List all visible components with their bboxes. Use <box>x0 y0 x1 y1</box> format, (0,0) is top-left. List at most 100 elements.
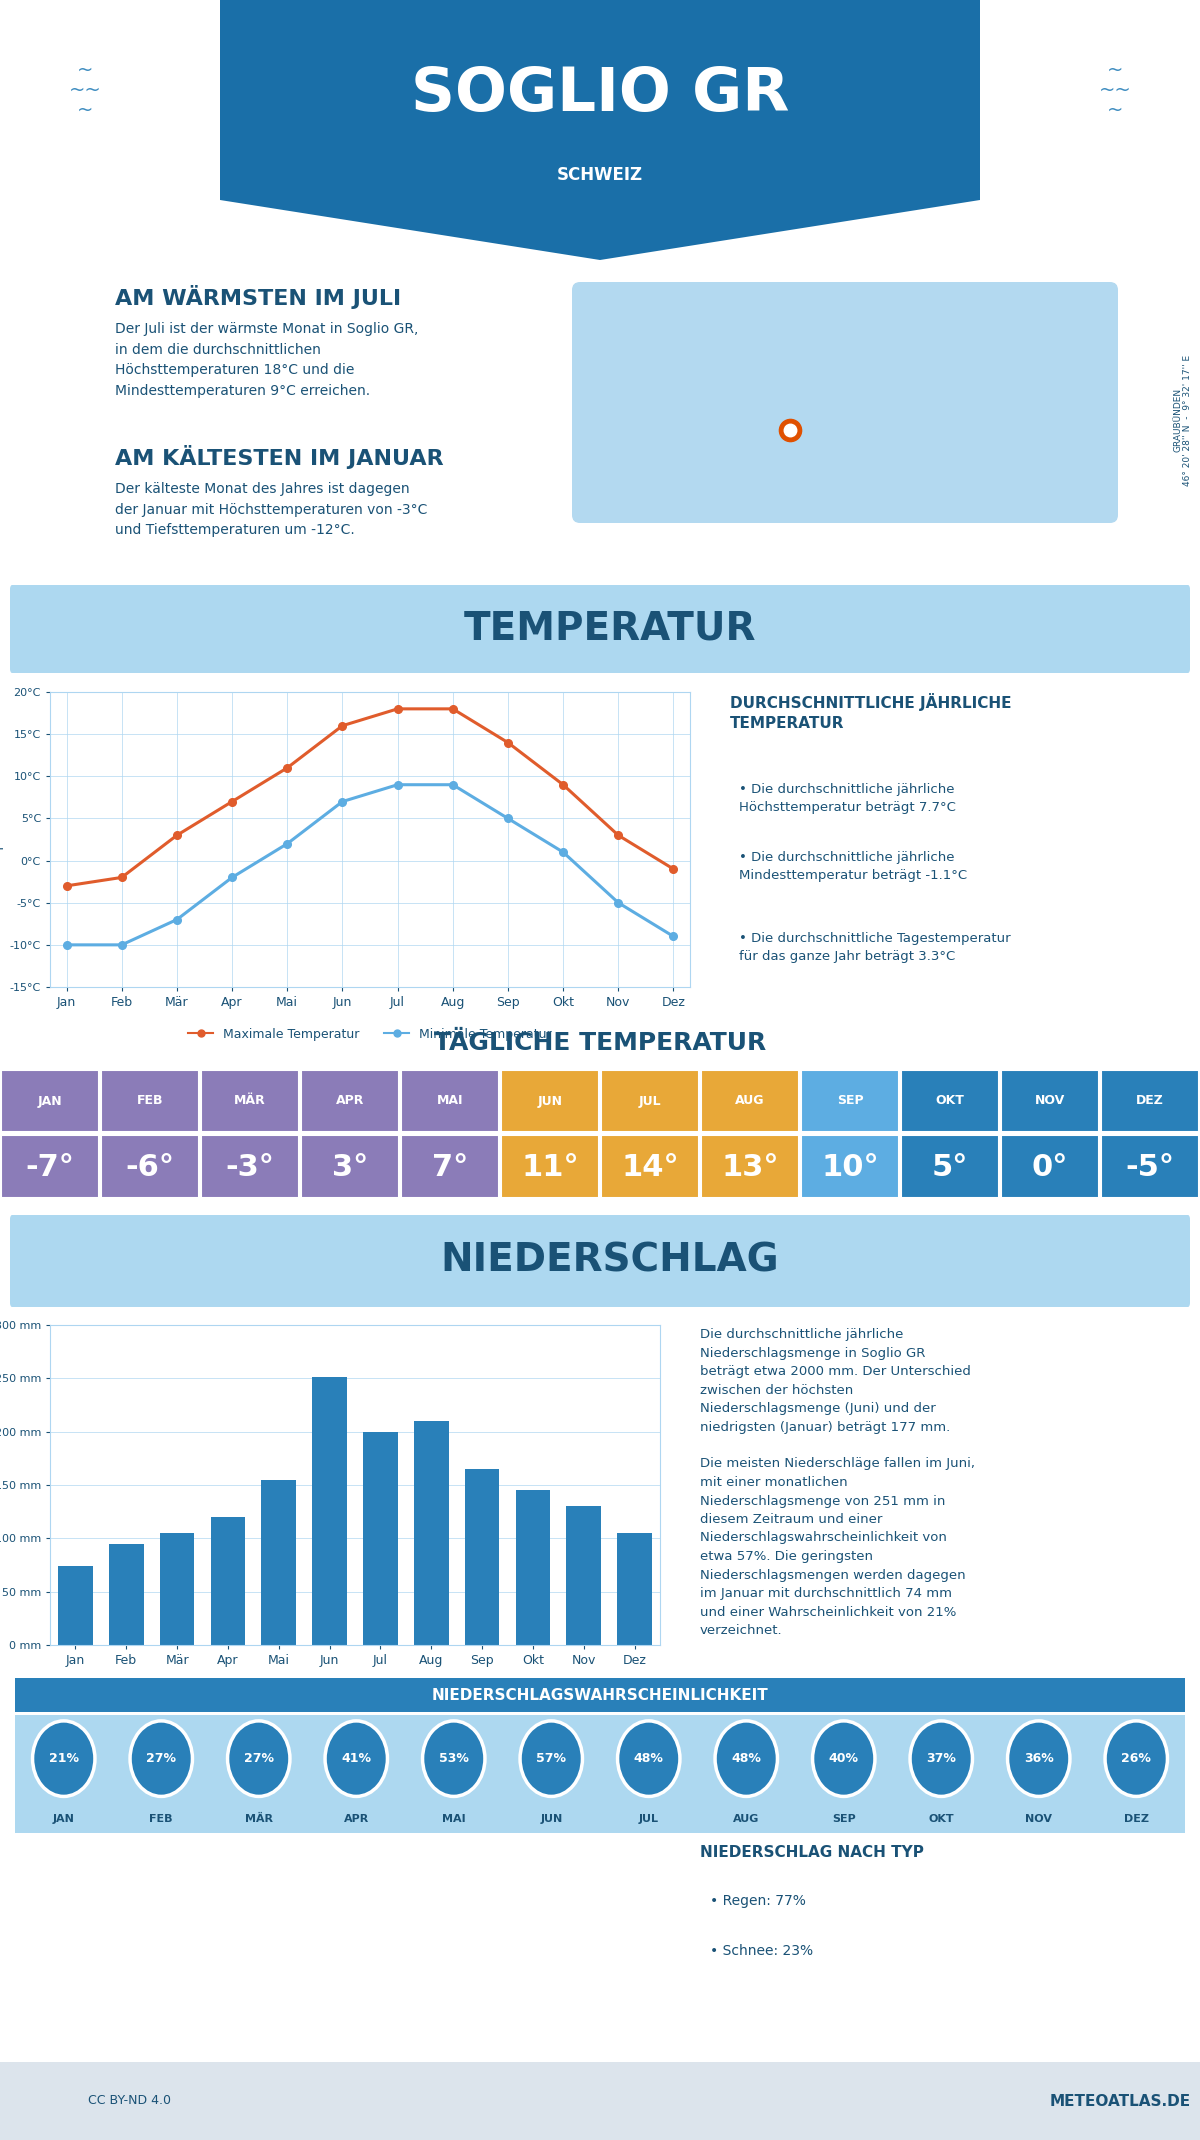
Bar <box>566 1507 601 1646</box>
Text: 37%: 37% <box>926 1753 956 1765</box>
Text: 0°: 0° <box>1032 1153 1068 1181</box>
Bar <box>202 1134 299 1198</box>
Text: MAI: MAI <box>442 1815 466 1823</box>
Text: JAN: JAN <box>37 1094 62 1109</box>
Text: FEB: FEB <box>137 1094 163 1109</box>
Text: AM KÄLTESTEN IM JANUAR: AM KÄLTESTEN IM JANUAR <box>115 445 444 469</box>
Text: 57%: 57% <box>536 1753 566 1765</box>
Bar <box>802 1070 899 1132</box>
Text: ~: ~ <box>1106 60 1123 79</box>
Text: SCHWEIZ: SCHWEIZ <box>557 167 643 184</box>
Bar <box>502 1070 599 1132</box>
Bar <box>802 1134 899 1198</box>
Text: AM WÄRMSTEN IM JULI: AM WÄRMSTEN IM JULI <box>115 285 401 308</box>
Bar <box>58 1566 92 1646</box>
Circle shape <box>910 1721 972 1795</box>
Text: DURCHSCHNITTLICHE JÄHRLICHE
TEMPERATUR: DURCHSCHNITTLICHE JÄHRLICHE TEMPERATUR <box>730 693 1012 732</box>
Text: OKT: OKT <box>929 1815 954 1823</box>
Text: NIEDERSCHLAGSWAHRSCHEINLICHKEIT: NIEDERSCHLAGSWAHRSCHEINLICHKEIT <box>432 1688 768 1703</box>
Bar <box>1102 1070 1199 1132</box>
Circle shape <box>228 1721 290 1795</box>
Text: 7°: 7° <box>432 1153 468 1181</box>
Text: 46° 20' 28'' N  -  9° 32' 17'' E: 46° 20' 28'' N - 9° 32' 17'' E <box>1183 355 1193 486</box>
Text: Der Juli ist der wärmste Monat in Soglio GR,
in dem die durchschnittlichen
Höchs: Der Juli ist der wärmste Monat in Soglio… <box>115 321 419 398</box>
Text: APR: APR <box>336 1094 364 1109</box>
Text: MÄR: MÄR <box>245 1815 272 1823</box>
Bar <box>701 1134 799 1198</box>
Bar <box>109 1543 144 1646</box>
Text: • Die durchschnittliche jährliche
Mindesttemperatur beträgt -1.1°C: • Die durchschnittliche jährliche Mindes… <box>739 852 967 882</box>
Text: 40%: 40% <box>829 1753 859 1765</box>
Text: 27%: 27% <box>146 1753 176 1765</box>
Text: ~~: ~~ <box>68 81 101 98</box>
Text: -5°: -5° <box>1126 1153 1175 1181</box>
Text: NIEDERSCHLAG NACH TYP: NIEDERSCHLAG NACH TYP <box>700 1845 924 1860</box>
Text: JUL: JUL <box>638 1815 659 1823</box>
Text: NIEDERSCHLAG: NIEDERSCHLAG <box>440 1241 779 1280</box>
Text: 11°: 11° <box>521 1153 578 1181</box>
Bar <box>401 1070 499 1132</box>
Text: DEZ: DEZ <box>1136 1094 1164 1109</box>
Bar <box>516 1489 550 1646</box>
Bar <box>1102 1134 1199 1198</box>
Text: APR: APR <box>343 1815 368 1823</box>
Text: OKT: OKT <box>936 1094 965 1109</box>
Text: ~~: ~~ <box>1099 81 1132 98</box>
Text: -3°: -3° <box>226 1153 275 1181</box>
Text: SEP: SEP <box>836 1094 863 1109</box>
Text: 53%: 53% <box>439 1753 469 1765</box>
Text: NOV: NOV <box>1025 1815 1052 1823</box>
Bar <box>1 1134 98 1198</box>
Text: AUG: AUG <box>736 1094 764 1109</box>
Y-axis label: Temperatur: Temperatur <box>0 802 4 875</box>
Bar <box>701 1070 799 1132</box>
Bar <box>262 1479 296 1646</box>
Text: 13°: 13° <box>721 1153 779 1181</box>
Text: TÄGLICHE TEMPERATUR: TÄGLICHE TEMPERATUR <box>434 1031 766 1055</box>
Polygon shape <box>220 0 980 259</box>
Text: JUN: JUN <box>540 1815 563 1823</box>
Text: 36%: 36% <box>1024 1753 1054 1765</box>
Bar <box>464 1468 499 1646</box>
Text: 14°: 14° <box>622 1153 679 1181</box>
Bar <box>1001 1070 1099 1132</box>
Bar <box>364 1432 397 1646</box>
Text: JAN: JAN <box>53 1815 74 1823</box>
Text: NOV: NOV <box>1034 1094 1066 1109</box>
Text: 10°: 10° <box>821 1153 878 1181</box>
Text: 3°: 3° <box>332 1153 368 1181</box>
FancyBboxPatch shape <box>10 584 1190 674</box>
Text: ~: ~ <box>77 60 94 79</box>
Bar <box>617 1532 652 1646</box>
Bar <box>901 1134 998 1198</box>
Circle shape <box>618 1721 680 1795</box>
Text: JUL: JUL <box>638 1094 661 1109</box>
Text: • Die durchschnittliche Tagestemperatur
für das ganze Jahr beträgt 3.3°C: • Die durchschnittliche Tagestemperatur … <box>739 931 1010 963</box>
Circle shape <box>1105 1721 1168 1795</box>
Text: ~: ~ <box>77 101 94 120</box>
Bar <box>1001 1134 1099 1198</box>
Legend: Niederschlagssumme: Niederschlagssumme <box>265 1673 445 1697</box>
Bar <box>101 1134 199 1198</box>
Text: CC BY-ND 4.0: CC BY-ND 4.0 <box>89 2095 172 2108</box>
Text: MÄR: MÄR <box>234 1094 266 1109</box>
Text: • Die durchschnittliche jährliche
Höchsttemperatur beträgt 7.7°C: • Die durchschnittliche jährliche Höchst… <box>739 783 955 813</box>
Text: DEZ: DEZ <box>1123 1815 1148 1823</box>
FancyBboxPatch shape <box>572 282 1118 522</box>
Text: SOGLIO GR: SOGLIO GR <box>410 66 790 124</box>
Text: MAI: MAI <box>437 1094 463 1109</box>
Text: FEB: FEB <box>150 1815 173 1823</box>
Circle shape <box>520 1721 582 1795</box>
Text: SEP: SEP <box>832 1815 856 1823</box>
Text: 27%: 27% <box>244 1753 274 1765</box>
Text: -6°: -6° <box>126 1153 174 1181</box>
Circle shape <box>422 1721 485 1795</box>
Bar <box>502 1134 599 1198</box>
FancyBboxPatch shape <box>10 1213 1190 1308</box>
Text: 48%: 48% <box>634 1753 664 1765</box>
Text: 26%: 26% <box>1121 1753 1151 1765</box>
Circle shape <box>715 1721 778 1795</box>
Text: -7°: -7° <box>25 1153 74 1181</box>
Bar <box>301 1070 398 1132</box>
Bar <box>901 1070 998 1132</box>
